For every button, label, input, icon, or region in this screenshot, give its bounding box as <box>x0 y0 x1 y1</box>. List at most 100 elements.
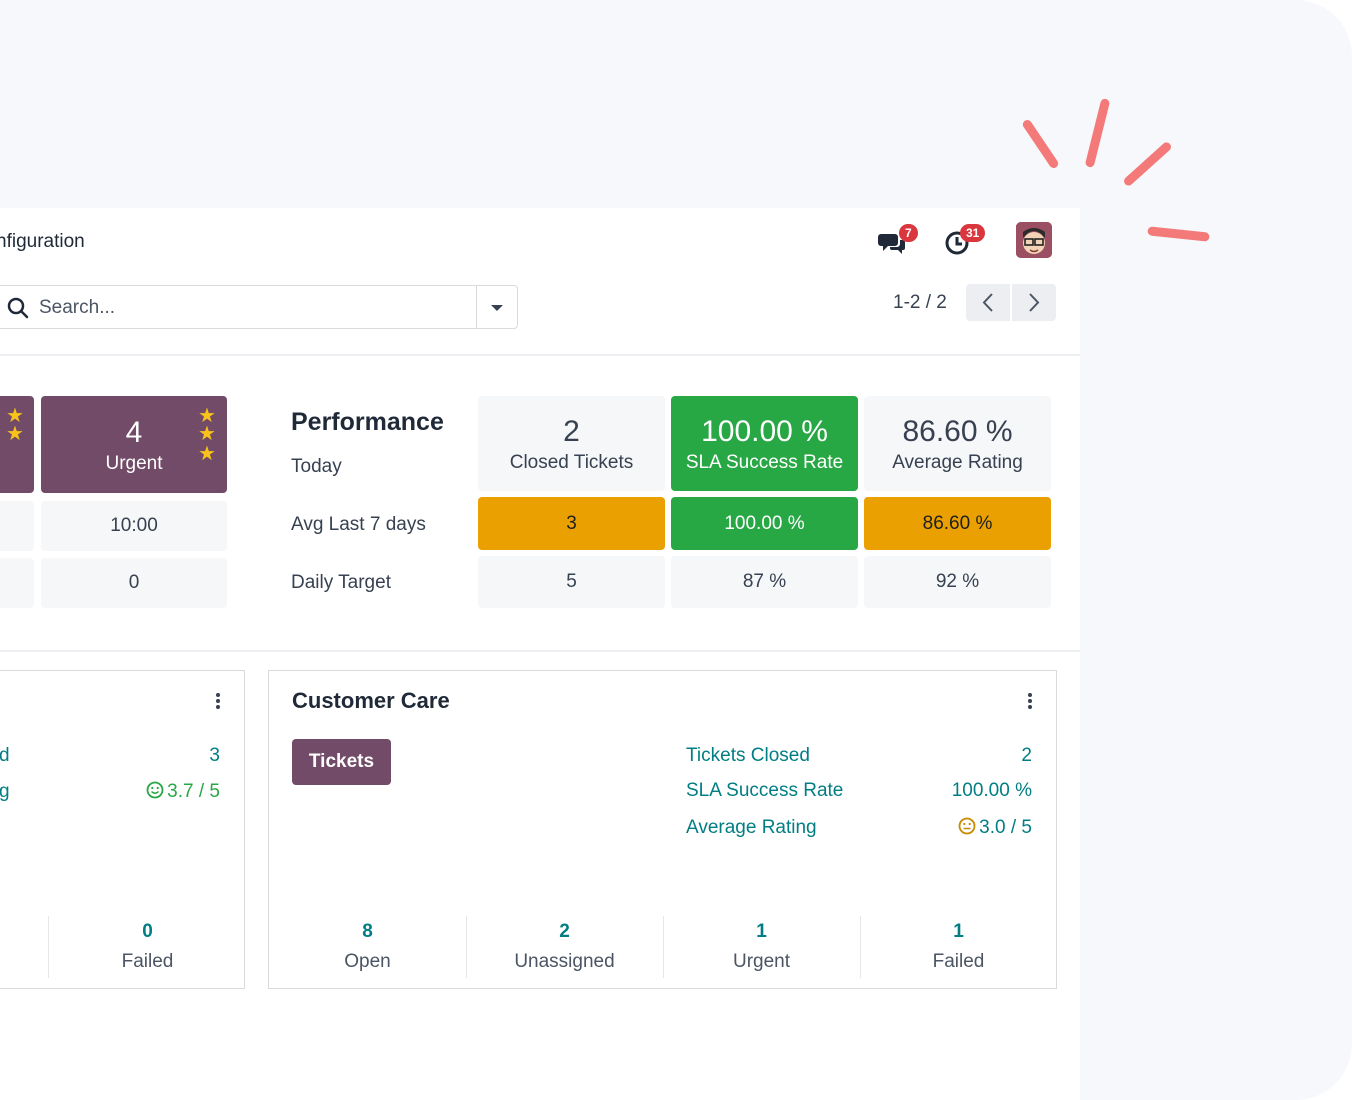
row-label-today: Today <box>291 456 342 477</box>
rating-avg-cell[interactable]: 86.60 % <box>864 497 1051 550</box>
stat-value-tickets-closed[interactable]: 2 <box>1021 745 1032 766</box>
rating-target-cell: 92 % <box>864 556 1051 608</box>
rating-target-value: 92 % <box>935 571 980 592</box>
stat-label-rating[interactable]: Average Rating <box>686 817 817 838</box>
search-dropdown-toggle[interactable] <box>476 286 517 328</box>
footer-separator <box>663 916 664 978</box>
stat-value-sla[interactable]: 100.00 % <box>951 780 1032 801</box>
pager-previous-button[interactable] <box>966 284 1010 321</box>
chevron-right-icon <box>1029 293 1040 312</box>
star-icon: ★ <box>198 423 216 445</box>
sla-avg-value: 100.00 % <box>724 512 805 534</box>
high-priority-target-cell <box>0 558 34 608</box>
urgent-count: 4 <box>125 415 143 449</box>
pager-next-button[interactable] <box>1012 284 1056 321</box>
stat-label[interactable]: d <box>0 745 10 766</box>
dashboard-divider <box>0 650 1080 652</box>
footer-separator <box>860 916 861 978</box>
footer-failed[interactable]: 0 Failed <box>49 921 246 973</box>
neutral-face-icon <box>958 817 976 835</box>
row-label-target: Daily Target <box>291 572 391 593</box>
footer-unassigned[interactable]: 2 Unassigned <box>466 921 663 973</box>
kebab-menu-icon-dot <box>1028 699 1032 703</box>
footer-label: Failed <box>121 951 174 972</box>
sla-success-tile[interactable]: 100.00 % SLA Success Rate <box>671 396 858 491</box>
sparkle-decoration <box>1021 118 1060 170</box>
customer-care-card[interactable]: Customer Care Tickets Tickets Closed 2 S… <box>268 670 1057 989</box>
urgent-avg-cell: 10:00 <box>41 501 227 551</box>
user-avatar[interactable] <box>1016 222 1052 258</box>
kebab-menu-icon-dot <box>216 699 220 703</box>
footer-label: Urgent <box>732 951 791 972</box>
footer-label: Failed <box>932 951 985 972</box>
urgent-target-cell: 0 <box>41 558 227 608</box>
pager-value[interactable]: 1-2 / 2 <box>893 292 947 313</box>
closed-target-value: 5 <box>566 571 577 592</box>
row-label-avg: Avg Last 7 days <box>291 514 426 535</box>
footer-label: Unassigned <box>514 951 615 972</box>
urgent-tile[interactable]: 4 Urgent <box>41 396 227 493</box>
chevron-left-icon <box>982 293 993 312</box>
helpdesk-app: nfiguration 7 31 Searc <box>0 208 1080 1100</box>
stat-label-tickets-closed[interactable]: Tickets Closed <box>686 745 810 766</box>
stat-value[interactable]: 3 <box>209 745 220 766</box>
smile-icon <box>146 781 164 799</box>
urgent-target-value: 0 <box>128 572 140 593</box>
star-icon: ★ <box>198 443 216 465</box>
closed-avg-value: 3 <box>566 512 577 534</box>
star-icon: ★ <box>198 405 216 427</box>
activity-clock-icon[interactable] <box>945 230 971 261</box>
sparkle-decoration <box>1122 140 1173 188</box>
footer-failed[interactable]: 1 Failed <box>860 921 1057 973</box>
footer-label: Open <box>344 951 391 972</box>
kebab-menu-icon-dot <box>216 705 220 709</box>
messages-badge: 7 <box>899 224 918 242</box>
footer-value: 2 <box>559 921 570 942</box>
sla-avg-cell[interactable]: 100.00 % <box>671 497 858 550</box>
stat-label-sla[interactable]: SLA Success Rate <box>686 780 844 801</box>
urgent-label: Urgent <box>105 452 163 474</box>
footer-separator <box>48 916 49 978</box>
footer-urgent[interactable]: 1 Urgent <box>663 921 860 973</box>
performance-title: Performance <box>291 408 444 436</box>
closed-label: Closed Tickets <box>509 451 634 473</box>
footer-separator <box>466 916 467 978</box>
search-bar[interactable]: Search... <box>0 285 518 329</box>
high-priority-avg-cell <box>0 501 34 551</box>
kebab-menu-icon[interactable] <box>1028 693 1032 697</box>
closed-tickets-tile[interactable]: 2 Closed Tickets <box>478 396 665 491</box>
sla-target-value: 87 % <box>742 571 787 592</box>
rating-value: 3.0 / 5 <box>979 817 1032 838</box>
footer-value: 1 <box>953 921 964 942</box>
search-icon <box>7 297 29 324</box>
tickets-button[interactable]: Tickets <box>292 739 391 785</box>
footer-value: 1 <box>756 921 767 942</box>
closed-today-value: 2 <box>563 414 580 448</box>
average-rating-tile[interactable]: 86.60 % Average Rating <box>864 396 1051 491</box>
footer-value: 8 <box>362 921 373 942</box>
rating-avg-value: 86.60 % <box>922 512 993 534</box>
footer-open[interactable]: 8 Open <box>269 921 466 973</box>
team-card[interactable]: d 3 g 3.7 / 5 0 Failed <box>0 670 245 989</box>
search-input[interactable]: Search... <box>39 297 116 318</box>
menu-configuration[interactable]: nfiguration <box>0 231 85 252</box>
star-icon: ★ <box>6 405 24 427</box>
rating-stat[interactable]: 3.7 / 5 <box>146 781 220 803</box>
messages-icon[interactable] <box>878 230 908 261</box>
sparkle-decoration <box>1147 226 1210 242</box>
footer-value: 0 <box>142 921 153 942</box>
kebab-menu-icon-dot <box>1028 705 1032 709</box>
team-title: Customer Care <box>292 688 450 713</box>
sla-label: SLA Success Rate <box>685 451 844 473</box>
kebab-menu-icon[interactable] <box>216 693 220 697</box>
stat-label[interactable]: g <box>0 781 10 802</box>
sla-target-cell: 87 % <box>671 556 858 608</box>
high-priority-tile[interactable] <box>0 396 34 493</box>
control-panel-divider <box>0 354 1080 356</box>
closed-target-cell: 5 <box>478 556 665 608</box>
rating-stat[interactable]: 3.0 / 5 <box>958 817 1032 839</box>
star-icon: ★ <box>6 423 24 445</box>
closed-avg-cell[interactable]: 3 <box>478 497 665 550</box>
activities-badge: 31 <box>960 224 986 242</box>
sparkle-decoration <box>1084 97 1111 169</box>
